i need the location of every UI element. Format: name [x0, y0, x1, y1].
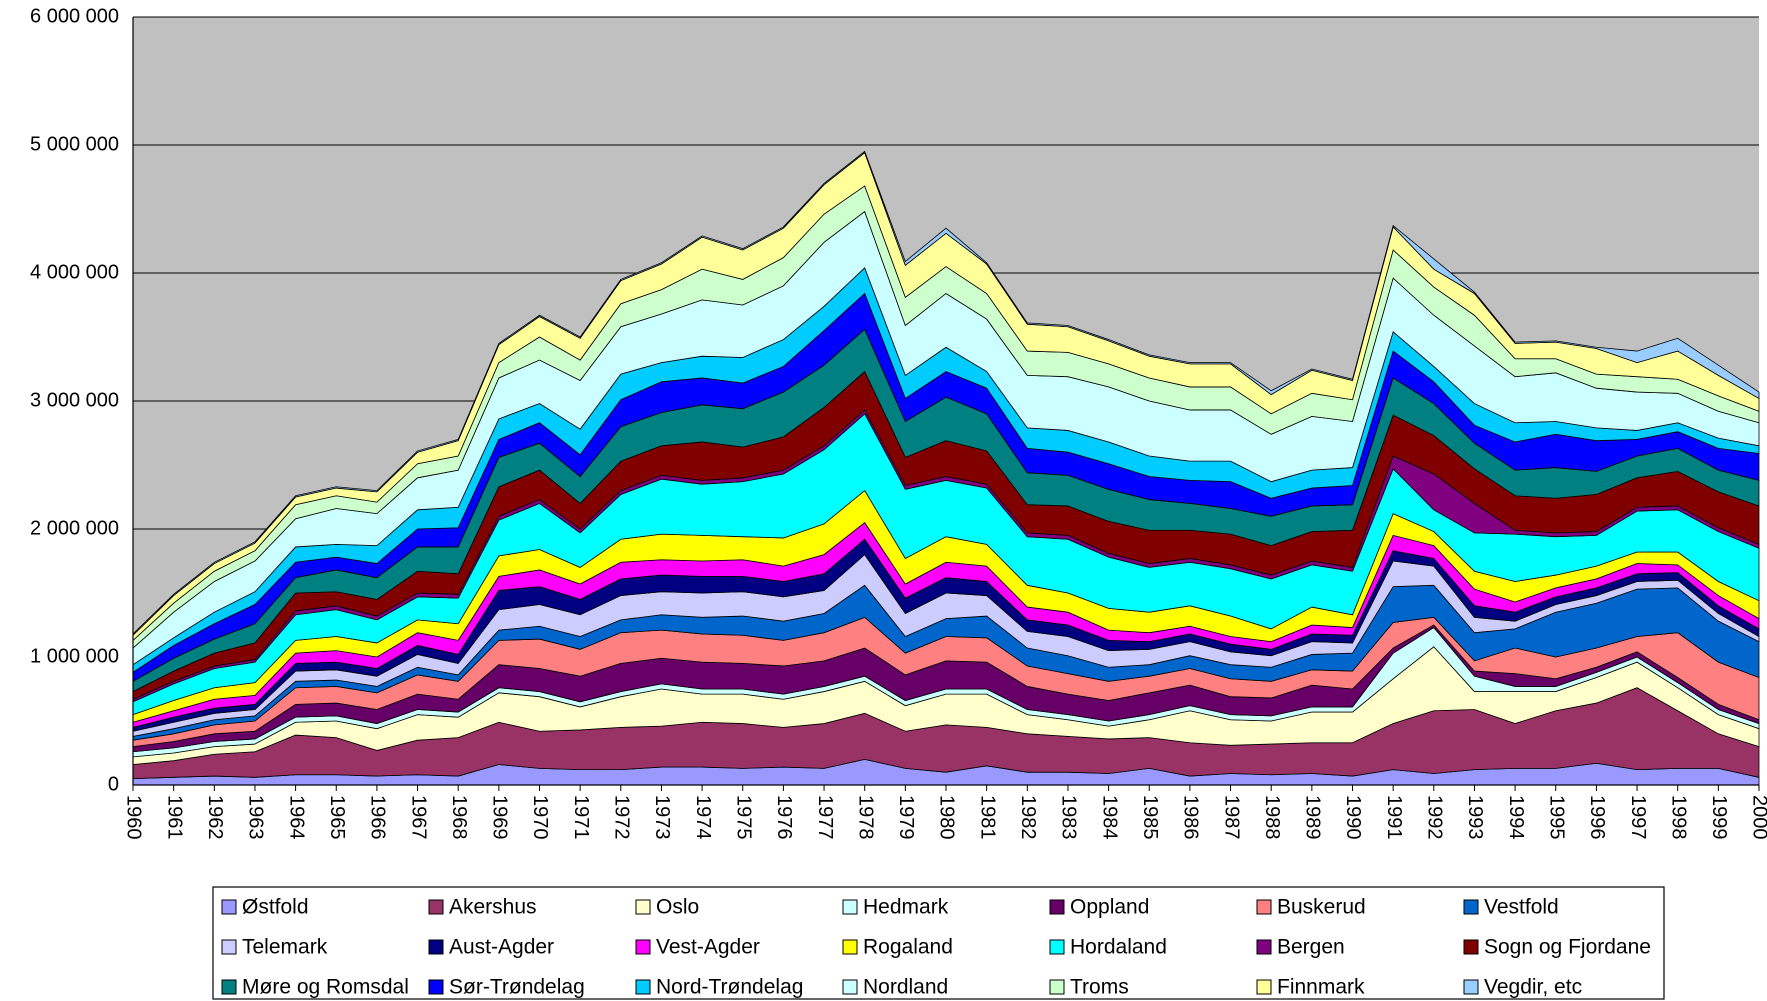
x-tick-label: 1986 [1180, 795, 1202, 840]
x-tick-label: 1975 [732, 795, 754, 840]
legend-swatch [1256, 979, 1272, 995]
x-tick-label: 1966 [367, 795, 389, 840]
x-tick-label: 1960 [123, 795, 145, 840]
y-tick-label: 5 000 000 [30, 133, 119, 155]
legend-label: Nordland [863, 976, 948, 999]
legend-box [212, 886, 1665, 1000]
legend-swatch [1049, 939, 1065, 955]
legend-label: Vegdir, etc [1484, 976, 1582, 999]
legend-label: Vest-Agder [656, 936, 760, 959]
legend-swatch [221, 979, 237, 995]
x-tick-label: 1980 [936, 795, 958, 840]
y-tick-label: 0 [108, 773, 119, 795]
legend-swatch [1256, 899, 1272, 915]
legend-label: Møre og Romsdal [242, 976, 409, 999]
x-tick-label: 1994 [1505, 795, 1527, 840]
legend-label: Bergen [1277, 936, 1345, 959]
x-tick-label: 1972 [611, 795, 633, 840]
legend-label: Sogn og Fjordane [1484, 936, 1651, 959]
legend-swatch [635, 979, 651, 995]
x-tick-label: 1979 [895, 795, 917, 840]
legend-swatch [221, 899, 237, 915]
x-tick-label: 1974 [692, 795, 714, 840]
legend-swatch [1463, 979, 1479, 995]
y-tick-label: 3 000 000 [30, 389, 119, 411]
x-tick-label: 1973 [651, 795, 673, 840]
x-tick-label: 1971 [570, 795, 592, 840]
y-tick-label: 2 000 000 [30, 517, 119, 539]
legend-label: Finnmark [1277, 976, 1365, 999]
x-tick-label: 1990 [1342, 795, 1364, 840]
legend-swatch [1463, 899, 1479, 915]
legend-label: Troms [1070, 976, 1129, 999]
legend-label: Sør-Trøndelag [449, 976, 585, 999]
y-tick-label: 4 000 000 [30, 261, 119, 283]
legend-label: Vestfold [1484, 896, 1559, 919]
x-tick-label: 1964 [285, 795, 307, 840]
legend-swatch [1049, 979, 1065, 995]
x-tick-label: 1993 [1464, 795, 1486, 840]
legend-label: Akershus [449, 896, 537, 919]
legend-label: Hordaland [1070, 936, 1167, 959]
x-tick-label: 1983 [1058, 795, 1080, 840]
x-tick-label: 1985 [1139, 795, 1161, 840]
area [132, 150, 1760, 637]
x-tick-label: 1998 [1667, 795, 1689, 840]
legend-swatch [842, 899, 858, 915]
x-tick-label: 2000 [1749, 795, 1767, 840]
x-tick-label: 1992 [1424, 795, 1446, 840]
legend-swatch [428, 939, 444, 955]
x-tick-label: 1991 [1383, 795, 1405, 840]
legend-swatch [842, 979, 858, 995]
legend-swatch [1463, 939, 1479, 955]
legend-label: Oppland [1070, 896, 1149, 919]
x-tick-label: 1981 [976, 795, 998, 840]
x-tick-label: 1977 [814, 795, 836, 840]
legend-label: Østfold [242, 896, 309, 919]
x-tick-label: 1989 [1302, 795, 1324, 840]
legend-swatch [635, 939, 651, 955]
legend-label: Aust-Agder [449, 936, 554, 959]
legend-label: Nord-Trøndelag [656, 976, 803, 999]
x-tick-label: 1995 [1545, 795, 1567, 840]
legend-swatch [428, 979, 444, 995]
x-tick-label: 1967 [407, 795, 429, 840]
legend-swatch [1049, 899, 1065, 915]
x-tick-label: 1988 [1261, 795, 1283, 840]
x-tick-label: 1961 [163, 795, 185, 840]
x-tick-label: 1970 [529, 795, 551, 840]
legend-label: Hedmark [863, 896, 949, 919]
x-tick-label: 1987 [1220, 795, 1242, 840]
legend-swatch [842, 939, 858, 955]
x-tick-label: 1996 [1586, 795, 1608, 840]
legend-swatch [1256, 939, 1272, 955]
x-tick-label: 1962 [204, 795, 226, 840]
legend-label: Oslo [656, 896, 699, 919]
legend-swatch [221, 939, 237, 955]
x-tick-label: 1963 [245, 795, 267, 840]
legend-label: Rogaland [863, 936, 953, 959]
x-tick-label: 1978 [854, 795, 876, 840]
x-tick-label: 1976 [773, 795, 795, 840]
legend-label: Buskerud [1277, 896, 1366, 919]
legend-swatch [428, 899, 444, 915]
x-tick-label: 1997 [1627, 795, 1649, 840]
y-tick-label: 1 000 000 [30, 645, 119, 667]
x-tick-label: 1965 [326, 795, 348, 840]
x-tick-label: 1982 [1017, 795, 1039, 840]
y-tick-label: 6 000 000 [30, 5, 119, 27]
legend-label: Telemark [242, 936, 328, 959]
x-tick-label: 1969 [489, 795, 511, 840]
x-tick-label: 1999 [1708, 795, 1730, 840]
x-tick-label: 1968 [448, 795, 470, 840]
legend-swatch [635, 899, 651, 915]
x-tick-label: 1984 [1098, 795, 1120, 840]
